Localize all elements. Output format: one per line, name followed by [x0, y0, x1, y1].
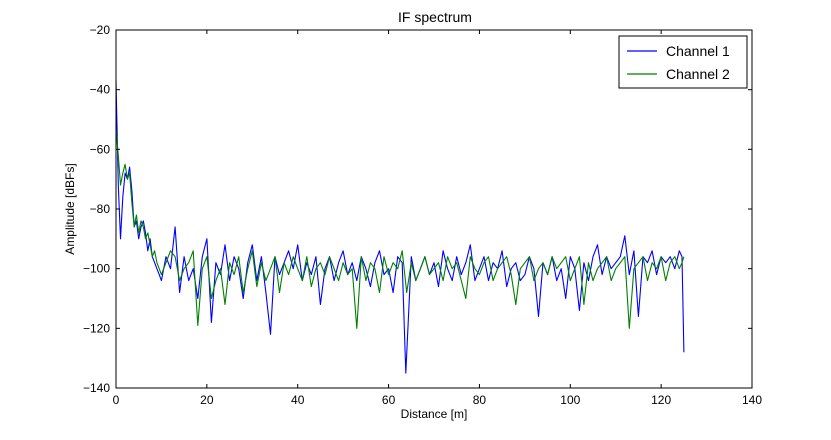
plot-area-frame	[115, 29, 753, 389]
x-tick-label: 140	[742, 393, 762, 407]
y-axis-label: Amplitude [dBFs]	[63, 163, 77, 254]
plot-layer	[115, 80, 685, 374]
y-tick-label: −80	[90, 202, 111, 216]
x-tick-label: 40	[291, 393, 305, 407]
y-tick-label: −20	[90, 23, 111, 37]
legend-label-channel-2: Channel 2	[666, 66, 730, 82]
chart-title: IF spectrum	[398, 9, 472, 25]
x-tick-label: 0	[113, 393, 120, 407]
series-line-channel-1	[115, 80, 685, 374]
y-tick-label: −120	[83, 321, 110, 335]
y-tick-label: −60	[90, 142, 111, 156]
x-tick-label: 20	[200, 393, 214, 407]
legend-box	[618, 35, 748, 89]
y-tick-label: −40	[90, 83, 111, 97]
y-tick-label: −100	[83, 262, 110, 276]
x-tick-label: 120	[651, 393, 671, 407]
y-tick-label: −140	[83, 381, 110, 395]
x-tick-label: 80	[473, 393, 487, 407]
x-tick-label: 60	[382, 393, 396, 407]
x-axis-label: Distance [m]	[401, 407, 468, 421]
series-line-channel-2	[115, 128, 685, 329]
axis-ticks: 0 20 40 60 80 100 120 140 −140 −120 −100 −80 −60 −40 −…	[83, 23, 762, 407]
x-tick-label: 100	[560, 393, 580, 407]
legend: Channel 1 Channel 2	[618, 35, 748, 89]
legend-label-channel-1: Channel 1	[666, 43, 730, 59]
